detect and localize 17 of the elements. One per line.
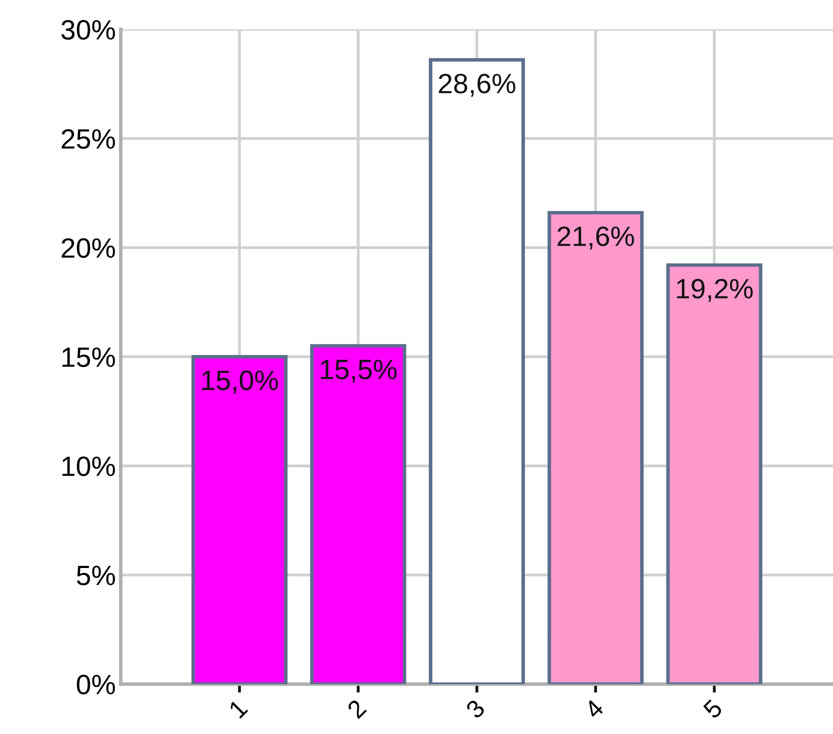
y-tick-label: 25%: [62, 129, 115, 149]
x-tick-label: 3: [464, 698, 486, 720]
data-label: 21,6%: [558, 226, 634, 250]
data-label: 19,2%: [677, 278, 753, 302]
y-tick-label: 0%: [76, 674, 115, 694]
x-tick-label: 4: [583, 698, 605, 720]
data-label: 28,6%: [438, 74, 516, 97]
x-tick-label: 1: [228, 698, 248, 719]
x-tick-label: 2: [346, 698, 367, 720]
y-tick-label: 20%: [62, 238, 115, 258]
y-tick-label: 5%: [76, 566, 115, 586]
data-label: 15,5%: [320, 360, 397, 383]
data-label: 15,0%: [202, 370, 278, 394]
y-tick-label: 15%: [62, 348, 115, 368]
y-tick-label: 30%: [61, 20, 115, 40]
x-tick-label: 5: [702, 698, 724, 720]
y-tick-label: 10%: [62, 456, 115, 476]
